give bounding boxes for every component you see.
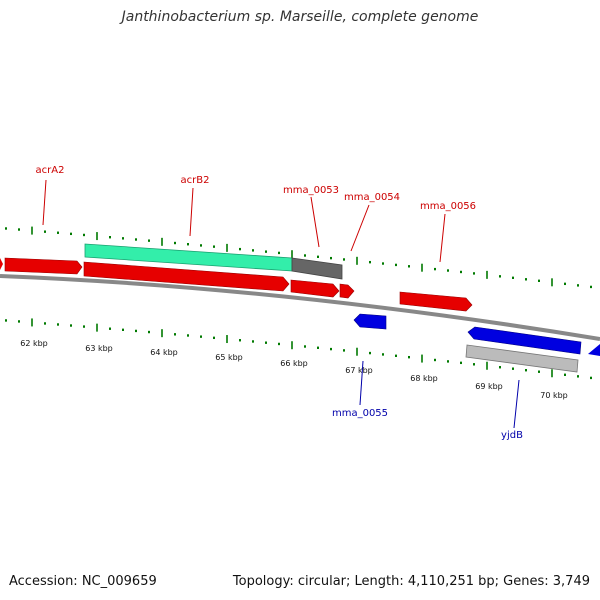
inner-tick-row [5,318,592,380]
scale-tick-label: 63 kbp [85,344,113,353]
label-leader-mma_0053 [310,196,320,248]
scale-tick-label: 69 kbp [475,382,503,391]
scale-tick-label: 68 kbp [410,374,438,383]
outer-tick-row [5,226,592,289]
accession-text: Accession: NC_009659 [9,574,157,589]
grey-feature-bar[interactable] [291,257,343,280]
gene-arrow-acrB2[interactable] [83,261,290,292]
gene-label-acrB2[interactable]: acrB2 [181,175,210,186]
scale-tick-label: 64 kbp [150,348,178,357]
gene-label-mma_0054[interactable]: mma_0054 [344,192,400,203]
scale-tick-label: 67 kbp [345,366,373,375]
gene-arrow-mma_0054[interactable] [339,283,355,299]
scale-tick-label: 62 kbp [20,339,48,348]
gene-arrow-acrA2[interactable] [4,257,83,275]
gene-label-mma_0056[interactable]: mma_0056 [420,201,476,212]
gene-label-mma_0053[interactable]: mma_0053 [283,185,339,196]
gene-arrow-right-partial[interactable] [588,344,600,356]
gene-arrow-mma_0053[interactable] [290,279,340,298]
gene-arrow-mma_0056[interactable] [399,291,473,312]
scale-tick-label: 70 kbp [540,391,568,400]
label-leader-mma_0054 [350,204,370,252]
genome-summary-text: Topology: circular; Length: 4,110,251 bp… [232,574,590,589]
gene-label-yjdB[interactable]: yjdB [501,430,523,441]
label-leader-acrA2 [42,179,47,226]
genome-title: Janthinobacterium sp. Marseille, complet… [121,9,479,25]
scale-tick-label: 66 kbp [280,359,308,368]
gene-arrow-mma_0055[interactable] [353,313,387,330]
label-leader-mma_0055 [359,360,364,406]
label-leader-acrB2 [189,187,194,237]
scale-tick-label: 65 kbp [215,353,243,362]
gene-arrow-left-partial[interactable] [0,258,3,270]
gene-label-mma_0055[interactable]: mma_0055 [332,408,388,419]
label-leader-yjdB [513,379,520,429]
label-leader-mma_0056 [439,213,446,263]
gene-arrow-yjdB[interactable] [467,326,582,355]
gene-label-acrA2[interactable]: acrA2 [36,165,65,176]
genome-backbone [0,274,600,341]
grey-minus-feature-bar[interactable] [465,344,579,373]
